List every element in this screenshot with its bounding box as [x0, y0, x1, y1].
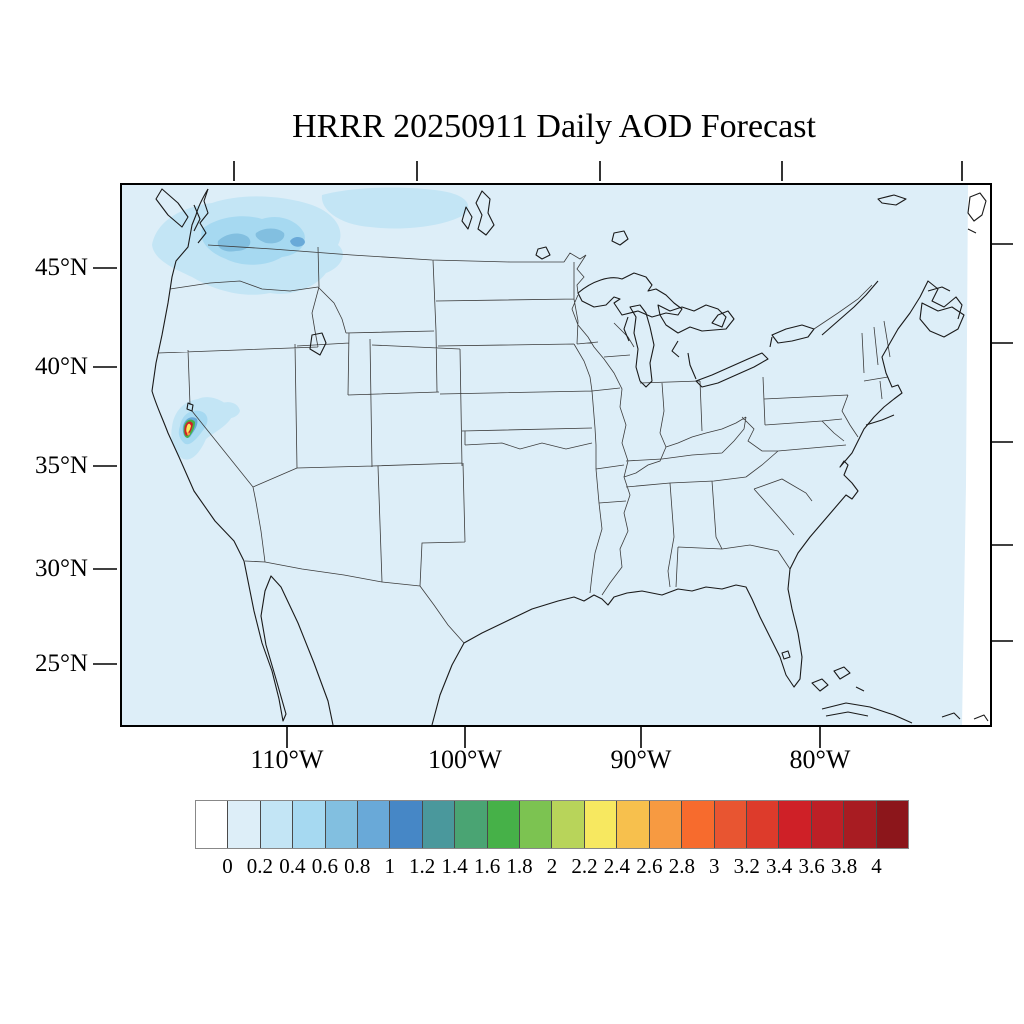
colorbar-bin-10 — [520, 801, 553, 848]
lat-tick-label-25n: 25°N — [34, 650, 88, 677]
colorbar-bin-21 — [876, 801, 908, 848]
out-of-domain-region — [962, 185, 990, 725]
colorbar-bin-18 — [779, 801, 812, 848]
colorbar-bin-15 — [682, 801, 715, 848]
aod-plume-california — [171, 397, 240, 460]
colorbar-bin-16 — [714, 801, 747, 848]
lon-tick-label-110w: 110°W — [250, 745, 324, 774]
colorbar-tick-label-3.6: 3.6 — [798, 854, 825, 878]
lon-tick-label-80w: 80°W — [789, 745, 851, 774]
colorbar-tick-label-1.6: 1.6 — [473, 854, 501, 878]
map-plot-area — [120, 183, 992, 727]
colorbar-bin-11 — [552, 801, 585, 848]
colorbar-bin-20 — [844, 801, 877, 848]
colorbar-tick-label-4: 4 — [871, 854, 882, 878]
colorbar-bin-14 — [649, 801, 683, 848]
lon-tick-label-100w: 100°W — [428, 745, 502, 774]
lat-tick-label-40n: 40°N — [34, 353, 88, 380]
colorbar-tick-label-0: 0 — [222, 854, 233, 878]
colorbar-bin-0 — [196, 801, 229, 848]
colorbar-tick-label-0.4: 0.4 — [279, 854, 306, 878]
colorbar-bin-5 — [358, 801, 391, 848]
colorbar-tick-label-0.8: 0.8 — [344, 854, 371, 878]
colorbar-bin-2 — [260, 801, 294, 848]
colorbar-tick-label-1.2: 1.2 — [409, 854, 436, 878]
colorbar-tick-label-0.6: 0.6 — [311, 854, 338, 878]
colorbar-bin-3 — [293, 801, 326, 848]
colorbar-tick-label-2: 2 — [546, 854, 558, 878]
colorbar-bin-13 — [617, 801, 650, 848]
colorbar-tick-label-3: 3 — [709, 854, 720, 878]
aod-colorbar — [195, 800, 909, 849]
colorbar-bin-1 — [228, 801, 261, 848]
aod-plume-washington — [152, 196, 343, 295]
lat-tick-label-45n: 45°N — [34, 254, 88, 281]
colorbar-tick-label-1: 1 — [384, 854, 395, 878]
state-borders — [157, 244, 891, 644]
lat-tick-label-30n: 30°N — [34, 555, 88, 582]
coastline — [151, 188, 989, 725]
colorbar-tick-label-2.8: 2.8 — [668, 854, 695, 878]
colorbar-bin-8 — [455, 801, 488, 848]
colorbar-tick-label-1.8: 1.8 — [506, 854, 533, 878]
colorbar-bin-9 — [487, 801, 521, 848]
colorbar-tick-label-2.4: 2.4 — [603, 854, 631, 878]
colorbar-tick-label-1.4: 1.4 — [441, 854, 468, 878]
colorbar-tick-label-3.4: 3.4 — [766, 854, 793, 878]
aod-plume-canada-patch — [321, 187, 469, 229]
lat-tick-label-35n: 35°N — [34, 452, 88, 479]
page-title: HRRR 20250911 Daily AOD Forecast — [292, 108, 816, 145]
colorbar-tick-label-2.2: 2.2 — [571, 854, 598, 878]
colorbar-bin-19 — [811, 801, 845, 848]
colorbar-bin-17 — [746, 801, 780, 848]
colorbar-tick-label-0.2: 0.2 — [246, 854, 274, 878]
colorbar-bin-6 — [390, 801, 423, 848]
colorbar-bin-7 — [422, 801, 456, 848]
colorbar-tick-label-3.2: 3.2 — [733, 854, 760, 878]
colorbar-bin-4 — [325, 801, 359, 848]
colorbar-tick-label-2.6: 2.6 — [636, 854, 663, 878]
colorbar-tick-label-3.8: 3.8 — [830, 854, 858, 878]
lon-tick-label-90w: 90°W — [610, 745, 672, 774]
colorbar-bin-12 — [584, 801, 618, 848]
us-aod-map — [122, 185, 990, 725]
